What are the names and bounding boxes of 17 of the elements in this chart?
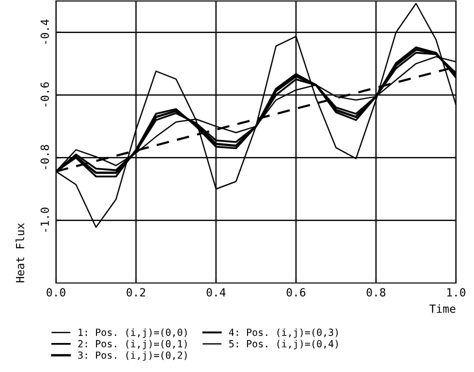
legend-label: 4: Pos. (i,j)=(0,3) <box>229 328 338 338</box>
y-tick-label: -0.8 <box>40 145 49 170</box>
y-tick-label: -0.4 <box>40 19 49 44</box>
x-tick-label: 0.6 <box>286 288 306 297</box>
x-tick-label: 0.8 <box>366 288 386 297</box>
legend-label: 2: Pos. (i,j)=(0,1) <box>78 340 187 350</box>
y-tick-label: -1.0 <box>40 208 49 232</box>
y-tick-label: -0.6 <box>40 82 49 106</box>
x-tick-label: 0.2 <box>126 288 146 297</box>
y-axis-title: Heat Flux <box>16 223 24 282</box>
x-tick-label: 1.0 <box>447 288 466 297</box>
legend-label: 3: Pos. (i,j)=(0,2) <box>78 351 187 361</box>
legend-label: 5: Pos. (i,j)=(0,4) <box>229 340 338 350</box>
x-tick-label: 0.4 <box>206 288 226 297</box>
legend-label: 1: Pos. (i,j)=(0,0) <box>78 328 187 338</box>
x-axis-title: Time <box>430 304 456 313</box>
x-tick-label: 0.0 <box>46 288 66 297</box>
